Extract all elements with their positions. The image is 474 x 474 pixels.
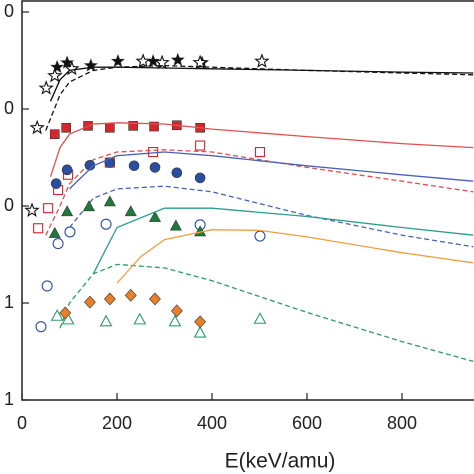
marker [33, 223, 44, 234]
marker [148, 210, 162, 222]
marker [50, 178, 62, 189]
marker [24, 202, 40, 217]
marker [103, 292, 116, 306]
x-axis-label: E(keV/amu) [225, 450, 336, 473]
marker [100, 218, 112, 230]
marker [169, 219, 182, 231]
marker [168, 314, 182, 327]
marker [29, 119, 45, 135]
curve [68, 185, 474, 248]
marker [83, 58, 98, 72]
marker [254, 53, 270, 68]
marker [52, 238, 64, 250]
x-tick-label: 400 [197, 413, 227, 433]
marker [59, 306, 72, 320]
curve [45, 149, 474, 236]
marker [49, 129, 60, 139]
marker [254, 146, 266, 158]
marker [60, 55, 75, 69]
marker [41, 280, 53, 292]
x-tick-label: 800 [387, 413, 417, 433]
marker [149, 292, 161, 306]
y-tick-label: 1 [4, 389, 14, 409]
marker [194, 315, 207, 329]
marker [84, 295, 96, 309]
marker [35, 321, 47, 333]
marker [171, 167, 183, 179]
marker [103, 195, 116, 207]
marker [128, 121, 138, 131]
curve [92, 207, 474, 275]
marker [47, 67, 63, 83]
y-tick-label: 0 [4, 195, 14, 215]
marker [38, 80, 54, 95]
plot-frame [21, 0, 474, 401]
x-tick-label: 600 [292, 413, 322, 433]
marker [82, 200, 95, 212]
marker [253, 312, 267, 324]
marker [149, 121, 159, 132]
curve [49, 66, 474, 102]
marker [64, 226, 76, 238]
marker [50, 59, 65, 74]
marker [64, 60, 80, 76]
marker [128, 160, 140, 172]
curve [45, 64, 474, 131]
marker [50, 309, 64, 321]
marker [195, 140, 206, 151]
marker [192, 54, 208, 70]
curve [69, 151, 474, 190]
marker [61, 164, 73, 176]
marker [110, 53, 125, 68]
marker [124, 205, 137, 217]
x-tick-label: 0 [17, 413, 27, 433]
curve [59, 263, 474, 363]
marker [48, 226, 61, 238]
marker [170, 304, 183, 318]
marker [193, 325, 207, 338]
marker [194, 172, 206, 184]
marker [61, 123, 71, 133]
y-tick-label: 0 [4, 98, 14, 118]
marker [254, 230, 266, 242]
marker [124, 288, 137, 302]
marker [135, 53, 151, 68]
marker [149, 162, 161, 173]
marker [105, 123, 115, 133]
marker [170, 52, 185, 67]
marker [43, 203, 54, 214]
x-tick-label: 200 [102, 413, 132, 433]
curve [116, 229, 474, 284]
y-tick-label: 0 [4, 1, 14, 21]
curve [49, 122, 474, 178]
y-tick-label: 1 [4, 292, 14, 312]
marker [133, 312, 147, 325]
marker [61, 205, 74, 217]
marker [99, 314, 113, 327]
marker [154, 54, 170, 70]
